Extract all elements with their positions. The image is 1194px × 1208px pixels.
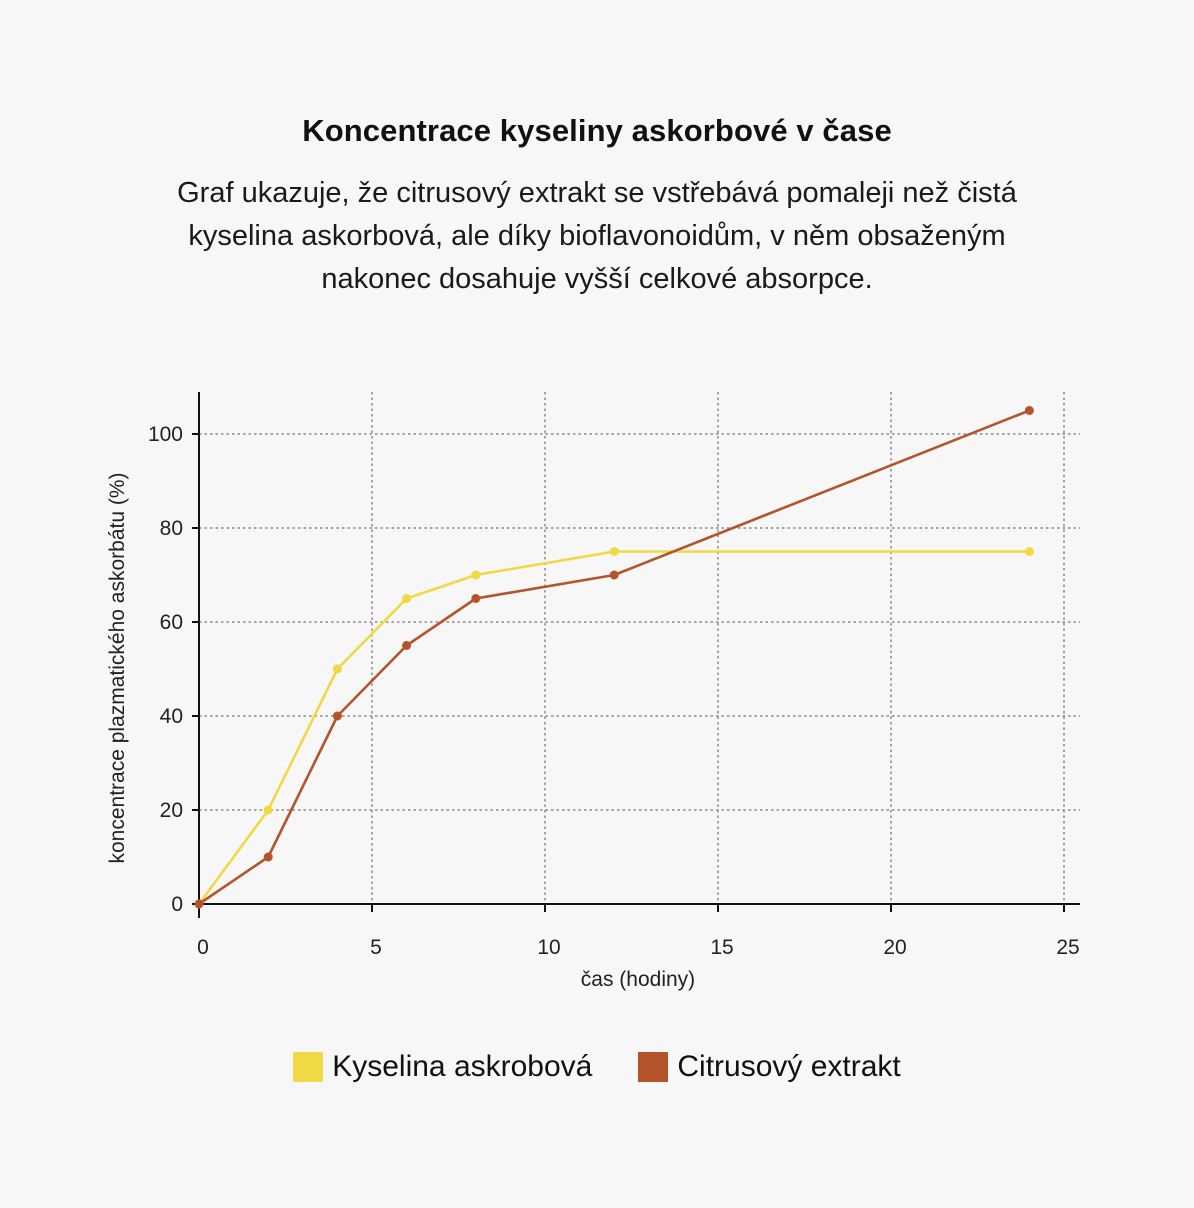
- y-tick-label: 100: [148, 423, 183, 446]
- series-lines: [194, 406, 1034, 909]
- grid-lines: [199, 392, 1080, 904]
- data-point: [194, 899, 204, 909]
- data-point: [332, 711, 342, 721]
- data-point: [471, 594, 481, 603]
- data-point: [471, 570, 481, 580]
- data-point: [609, 570, 619, 580]
- x-tick-label: 15: [710, 936, 733, 959]
- data-point: [263, 852, 273, 862]
- series-line: [198, 409, 1030, 906]
- x-tick-label: 25: [1056, 936, 1079, 959]
- data-point: [1024, 406, 1034, 415]
- y-tick-label: 80: [160, 517, 183, 540]
- data-point: [1024, 547, 1034, 556]
- legend-item-citrus[interactable]: Citrusový extrakt: [638, 1050, 901, 1084]
- chart-subtitle: Graf ukazuje, že citrusový extrakt se vs…: [177, 177, 1017, 295]
- legend-label: Citrusový extrakt: [677, 1050, 901, 1083]
- y-tick-label: 60: [160, 611, 183, 634]
- legend-label: Kyselina askrobová: [332, 1050, 593, 1083]
- y-tick-label: 20: [160, 799, 183, 822]
- x-tick-labels: 0 5 10 15 20 25: [197, 936, 1080, 959]
- legend-item-kyselina[interactable]: Kyselina askrobová: [293, 1050, 592, 1084]
- data-point: [332, 664, 342, 674]
- data-point: [609, 547, 619, 556]
- x-tick-label: 0: [197, 936, 209, 959]
- axes: [192, 392, 1080, 918]
- x-tick-label: 20: [883, 936, 906, 959]
- series-line: [197, 550, 1030, 905]
- legend-swatch: [293, 1052, 324, 1082]
- data-point: [402, 641, 412, 650]
- chart-title: Koncentrace kyseliny askorbové v čase: [302, 113, 892, 148]
- x-tick-label: 5: [370, 936, 382, 959]
- data-point: [402, 594, 412, 603]
- y-tick-label: 0: [171, 893, 183, 916]
- data-point: [263, 805, 273, 815]
- y-tick-labels: 0 20 40 60 80 100: [148, 423, 183, 916]
- x-axis-label: čas (hodiny): [581, 968, 695, 991]
- y-axis-label: koncentrace plazmatického askorbátu (%): [106, 472, 129, 863]
- y-tick-label: 40: [160, 705, 183, 728]
- legend: Kyselina askrobová Citrusový extrakt: [0, 1050, 1194, 1084]
- legend-swatch: [638, 1052, 669, 1082]
- x-tick-label: 10: [537, 936, 560, 959]
